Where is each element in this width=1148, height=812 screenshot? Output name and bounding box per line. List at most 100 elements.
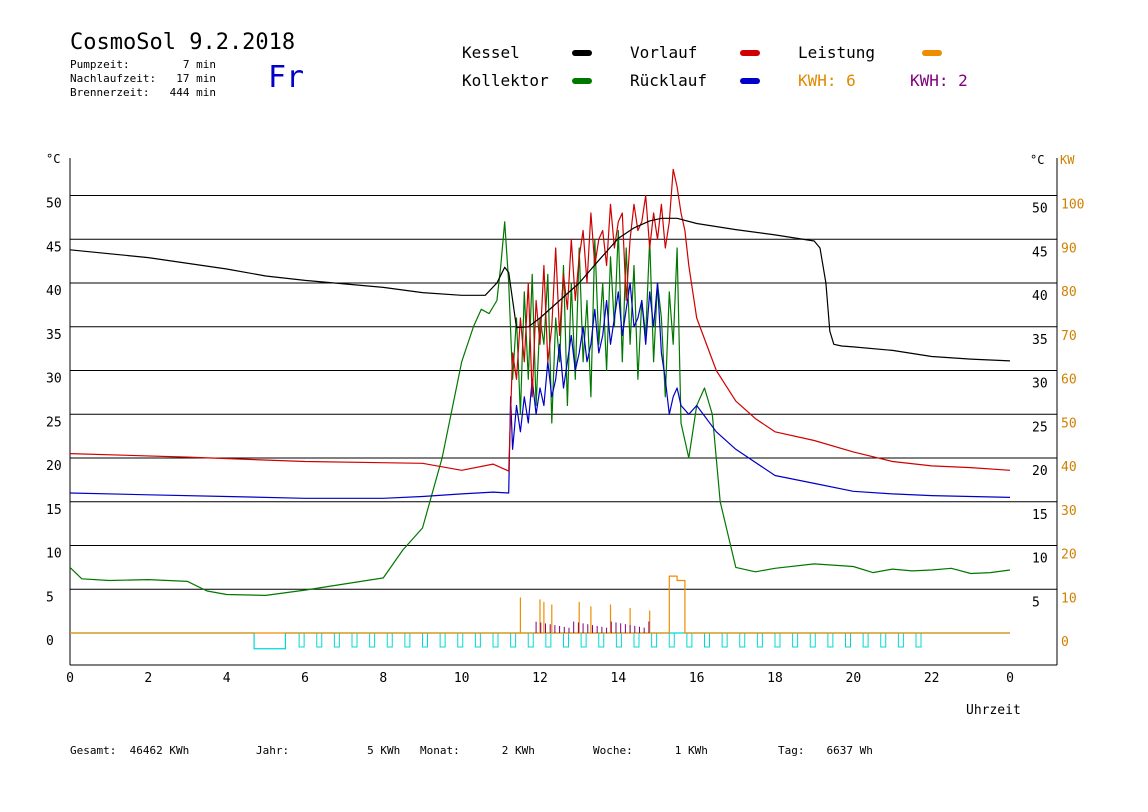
pump-pulse [598,632,605,648]
y-tick-left-30: 30 [46,372,62,387]
x-tick-11: 22 [924,671,940,686]
legend-kessel-swatch [572,50,592,56]
footer-total-label: Gesamt: [70,744,117,757]
pump-pulse [386,632,393,648]
pump-pulse [668,632,675,648]
x-tick-2: 4 [223,671,231,686]
weekday-label: Fr [268,60,305,95]
pump-pulse [915,632,922,648]
footer-month-label: Monat: [420,744,460,757]
pump-pulse [633,632,640,648]
x-tick-6: 12 [532,671,548,686]
y-tick-left-35: 35 [46,328,62,343]
pump-pulse [404,632,411,648]
legend-leistung-label: Leistung [798,43,876,62]
pump-pulse [351,632,358,648]
footer-year-value: 5 KWh [367,744,401,757]
pump-time-row: Pumpzeit: 7 min [70,58,216,71]
y-tick-left-50: 50 [46,197,62,212]
y-tick-left-45: 45 [46,240,62,255]
pump-indicator [70,632,1010,650]
legend-kwh-orange: KWH: 6 [798,71,856,90]
y-tick-labels: °C °C KW 0 5 10 15 20 25 30 35 40 45 50 5 10 15 20 25 30… [46,152,1084,650]
y-tick-left-25: 25 [46,415,62,430]
y-tick-right-35: 35 [1032,333,1048,348]
y-kw-unit: KW [1060,153,1075,167]
x-tick-0: 0 [66,671,74,686]
x-tick-1: 2 [144,671,152,686]
pump-pulse [739,632,746,648]
footer-day: Tag: 6637 Wh [778,744,873,757]
pump-pulse [439,632,446,648]
y-tick-left-5: 5 [46,590,54,605]
legend-kollektor-label: Kollektor [462,71,549,90]
x-tick-5: 10 [454,671,470,686]
pump-pulse [704,632,710,648]
pump-pulse [756,632,763,648]
y-tick-left-20: 20 [46,459,62,474]
series-line-kollektor [69,221,1011,597]
footer-total: Gesamt: 46462 KWh [70,744,189,757]
pump-pulse [862,632,869,648]
pump-time-label: Pumpzeit: [70,58,130,71]
x-axis-title: Uhrzeit [966,703,1021,718]
y-tick-kw-20: 20 [1061,548,1077,563]
legend-vorlauf-label: Vorlauf [630,43,698,62]
legend-kollektor-swatch [572,78,592,84]
x-tick-labels: 0 2 4 6 8 10 12 14 16 18 20 22 0 [66,671,1014,686]
y-tick-kw-100: 100 [1061,198,1084,213]
pump-pulse [527,632,534,648]
y-tick-right-20: 20 [1032,464,1048,479]
y-tick-left-40: 40 [46,284,62,299]
footer-day-value: 6637 Wh [826,744,873,757]
pump-pulse [510,632,517,648]
x-tick-12: 0 [1006,671,1014,686]
y-tick-kw-70: 70 [1061,329,1077,344]
y-tick-right-5: 5 [1032,595,1040,610]
pump-pulse [492,632,499,648]
y-tick-left-10: 10 [46,547,62,562]
y-tick-kw-90: 90 [1061,241,1077,256]
pump-pulse [880,632,887,648]
y-tick-right-25: 25 [1032,420,1048,435]
followup-time-value: 17 min [176,72,216,85]
y-tick-right-40: 40 [1032,289,1048,304]
pump-pulse [563,632,569,648]
pump-pulse [651,632,658,648]
y-tick-right-45: 45 [1032,245,1048,260]
page-title: CosmoSol 9.2.2018 [70,30,296,55]
pump-pulse [457,632,464,648]
followup-time-label: Nachlaufzeit: [70,72,157,85]
y-tick-left-0: 0 [46,634,54,649]
pump-pulse [809,632,816,648]
y-tick-kw-80: 80 [1061,285,1077,300]
pump-pulse [422,632,428,648]
burner-time-row: Brennerzeit: 444 min [70,86,216,99]
y-tick-right-15: 15 [1032,508,1048,523]
pump-pulse [774,632,781,648]
legend-ruecklauf-label: Rücklauf [630,71,708,90]
pump-time-value: 7 min [182,58,216,71]
y-tick-kw-30: 30 [1061,504,1077,519]
y-tick-kw-10: 10 [1061,591,1077,606]
legend-ruecklauf-swatch [740,78,760,84]
footer-year: Jahr: 5 KWh [256,744,400,757]
pump-pulse [316,632,323,648]
y-tick-kw-50: 50 [1061,416,1077,431]
x-tick-7: 14 [611,671,627,686]
legend-vorlauf-swatch [740,50,760,56]
footer-week-value: 1 KWh [674,744,708,757]
pump-pulse [827,632,834,648]
series-line-vorlauf [69,168,1011,472]
series-line-leistung [70,575,1010,634]
y-tick-kw-40: 40 [1061,460,1077,475]
y-left-unit: °C [46,152,60,166]
footer-day-label: Tag: [778,744,805,757]
legend-leistung-swatch [922,50,942,56]
y-tick-kw-0: 0 [1061,635,1069,650]
x-tick-3: 6 [301,671,309,686]
y-right-unit: °C [1030,153,1044,167]
pump-pulse [897,632,904,648]
y-tick-right-30: 30 [1032,377,1048,392]
